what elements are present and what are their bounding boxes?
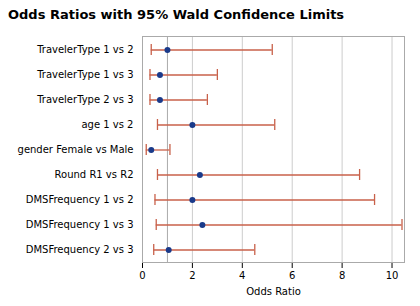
svg-text:age 1 vs 2: age 1 vs 2 xyxy=(81,119,133,130)
svg-text:TravelerType 1 vs 2: TravelerType 1 vs 2 xyxy=(36,44,133,55)
svg-text:4: 4 xyxy=(239,270,245,281)
svg-text:Odds Ratio: Odds Ratio xyxy=(246,286,301,297)
svg-text:TravelerType 2 vs 3: TravelerType 2 vs 3 xyxy=(36,94,133,105)
svg-text:6: 6 xyxy=(289,270,295,281)
svg-text:10: 10 xyxy=(386,270,399,281)
svg-text:Round R1 vs R2: Round R1 vs R2 xyxy=(55,169,134,180)
svg-text:2: 2 xyxy=(189,270,195,281)
svg-text:gender Female vs Male: gender Female vs Male xyxy=(18,144,134,155)
svg-text:DMSFrequency 1 vs 2: DMSFrequency 1 vs 2 xyxy=(26,194,134,205)
html-text:Odds Ratios with 95% Wald Conf: Odds Ratios with 95% Wald Confidence Lim… xyxy=(8,7,345,22)
svg-text:0: 0 xyxy=(139,270,145,281)
svg-text:DMSFrequency 2 vs 3: DMSFrequency 2 vs 3 xyxy=(26,244,134,255)
svg-text:DMSFrequency 1 vs 3: DMSFrequency 1 vs 3 xyxy=(26,219,134,230)
svg-text:8: 8 xyxy=(339,270,345,281)
svg-text:TravelerType 1 vs 3: TravelerType 1 vs 3 xyxy=(36,69,133,80)
